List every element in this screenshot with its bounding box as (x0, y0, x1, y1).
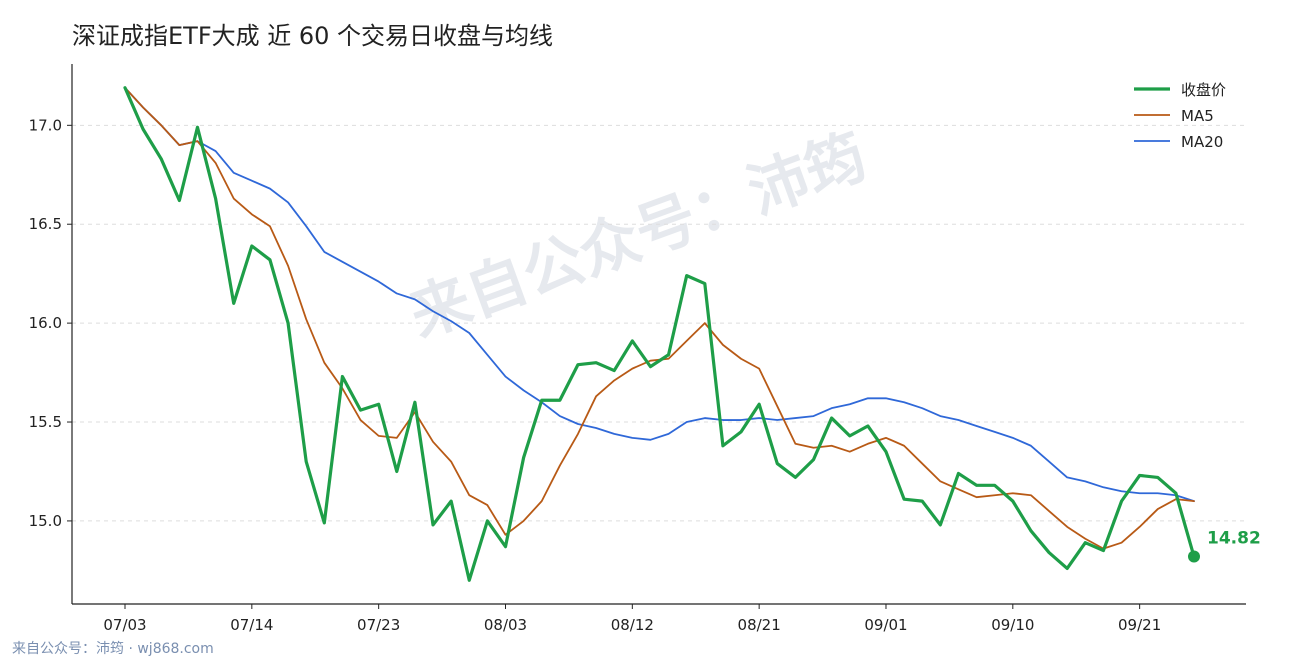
x-tick-label: 07/23 (357, 616, 400, 634)
x-tick-label: 08/21 (738, 616, 781, 634)
ma20-line (124, 86, 1195, 503)
footer-credit: 来自公众号：沛筠 · wj868.com (12, 640, 214, 657)
y-tick-label: 16.5 (29, 215, 62, 233)
close-price-line (123, 86, 1196, 582)
chart-title: 深证成指ETF大成 近 60 个交易日收盘与均线 (72, 22, 553, 50)
x-tick-label: 09/21 (1118, 616, 1161, 634)
x-tick-label: 09/01 (864, 616, 907, 634)
x-tick-label: 07/03 (103, 616, 146, 634)
x-tick-label: 08/12 (611, 616, 654, 634)
y-tick-label: 16.0 (29, 314, 62, 332)
x-tick-label: 09/10 (991, 616, 1034, 634)
legend: 收盘价 MA5 MA20 (1134, 81, 1226, 151)
legend-label: MA20 (1181, 133, 1223, 151)
last-close-marker (1188, 550, 1200, 563)
y-tick-label: 17.0 (29, 116, 62, 134)
x-tick-label: 07/14 (230, 616, 273, 634)
y-tick-label: 15.0 (29, 512, 62, 530)
legend-label: MA5 (1181, 107, 1214, 125)
last-close-label: 14.82 (1207, 529, 1261, 549)
axes-layer: 15.0 15.5 16.0 16.5 17.0 07/03 07/14 07/23 08/03… (29, 64, 1246, 634)
legend-label: 收盘价 (1181, 81, 1226, 99)
series-layer: 14.82 (123, 86, 1261, 582)
x-tick-label: 08/03 (484, 616, 527, 634)
watermark-text: 来自公众号：沛筠 (401, 121, 876, 351)
y-tick-label: 15.5 (29, 413, 62, 431)
grid-layer (72, 124, 1246, 522)
